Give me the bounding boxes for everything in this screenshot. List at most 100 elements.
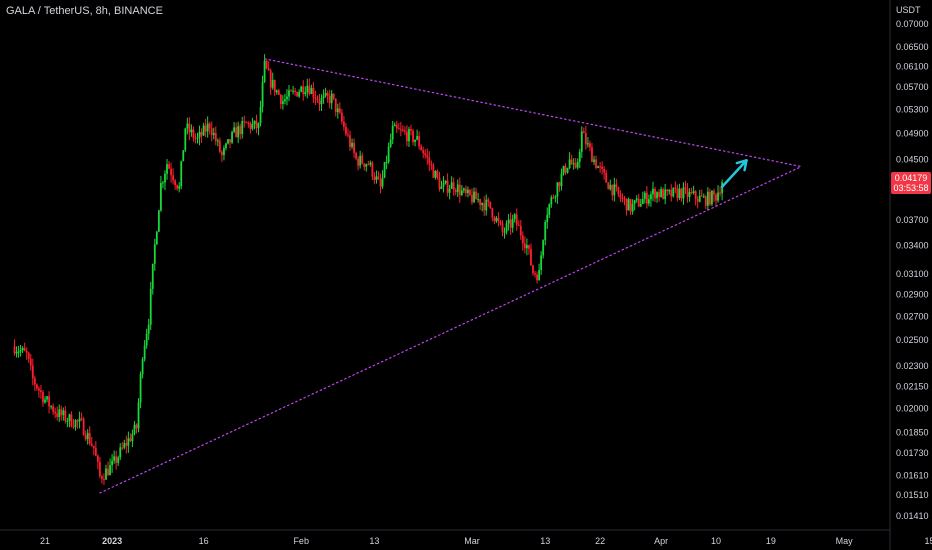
candle-body [302,86,305,95]
candle-body [162,182,164,184]
candle-body [88,432,91,444]
y-tick-label: 0.02000 [896,404,929,414]
candle-body [625,198,628,211]
candle-body [117,457,120,463]
candle-body [310,87,313,94]
candle-body [648,199,650,204]
candle-body [631,203,634,212]
candle-body [318,100,321,105]
candle-body [639,203,642,207]
candle-body [290,90,292,92]
candle-body [397,128,400,130]
candle-body [292,90,294,92]
candle-body [418,135,421,147]
candle-body [607,182,610,190]
candle-body [503,231,506,233]
candle-body [446,180,449,193]
candle-body [347,134,349,136]
candle-body [13,346,16,354]
candle-body [700,195,703,197]
candle-body [704,196,707,206]
candle-body [599,166,601,168]
candle-body [279,94,282,105]
candle-body [572,163,575,165]
candle-body [483,203,486,211]
candle-body [568,159,571,168]
candle-body [125,443,128,446]
candle-body [182,150,185,162]
candle-body [349,135,351,147]
candle-body [172,175,174,181]
candle-body [469,189,471,195]
candle-body [21,347,24,351]
candle-body [428,157,431,164]
candle-body [40,390,42,393]
candle-body [688,192,691,197]
candle-body [282,101,284,105]
candle-body [548,204,551,215]
candle-body [180,161,183,187]
candle-body [92,445,95,449]
candle-body [54,411,57,414]
candle-body [696,198,699,202]
candle-body [633,200,636,204]
y-tick-label: 0.01610 [896,470,929,480]
arrow-head [735,159,748,165]
candle-body [475,191,477,200]
candle-body [682,187,685,199]
candle-body [231,131,233,143]
candle-body [670,190,673,197]
candle-body [511,218,514,228]
candle-body [111,460,113,466]
candle-body [593,159,595,163]
candle-body [576,161,579,168]
candle-body [717,192,719,201]
candle-body [204,125,207,132]
candle-body [123,443,126,448]
y-tick-label: 0.03700 [896,215,929,225]
candle-body [660,189,662,197]
y-tick-label: 0.06100 [896,61,929,71]
candle-body [300,86,303,92]
candle-body [515,214,518,225]
candle-body [357,158,360,166]
y-tick-label: 0.01850 [896,428,929,438]
candle-body [505,223,508,232]
candle-body [713,190,715,195]
candle-body [621,198,624,200]
arrow-head [743,159,748,172]
candle-body [343,121,345,127]
support-trendline [99,165,803,494]
candle-body [550,197,553,205]
candle-body [497,217,500,222]
y-tick-label: 0.03100 [896,269,929,279]
candle-body [578,151,581,162]
trendlines [99,58,803,494]
x-tick-label: Mar [464,536,480,546]
candle-body [190,129,193,133]
candle-body [369,162,372,165]
candle-body [391,126,394,140]
candle-body [166,164,168,174]
candle-body [52,406,55,412]
candle-body [485,199,488,211]
candle-body [192,129,195,138]
candle-body [286,96,288,100]
candle-body [153,244,156,264]
candle-body [265,60,268,69]
y-tick-label: 0.06500 [896,42,929,52]
candle-body [684,187,687,189]
y-tick-label: 0.04500 [896,155,929,165]
candle-body [662,189,665,200]
candle-body [582,131,585,134]
candle-body [544,222,547,241]
candle-body [288,90,290,97]
candle-body [243,121,246,123]
candle-body [320,97,323,105]
candle-body [465,188,467,194]
candle-body [558,182,561,187]
candle-body [60,409,63,416]
candle-body [322,95,325,98]
candle-body [261,81,264,107]
